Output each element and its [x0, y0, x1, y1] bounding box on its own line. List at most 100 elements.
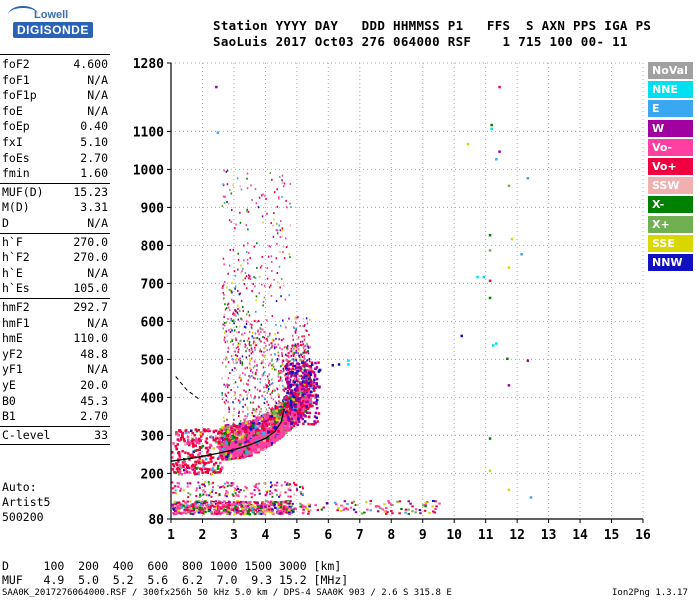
data-point [244, 326, 247, 329]
data-point [302, 317, 305, 320]
data-point [262, 443, 266, 447]
data-point [262, 420, 266, 424]
data-point [313, 389, 316, 392]
data-point [271, 430, 275, 434]
data-point [248, 330, 251, 333]
data-point [253, 442, 257, 446]
data-point [288, 380, 291, 384]
data-point [186, 442, 190, 445]
data-point [281, 354, 283, 357]
data-point [286, 369, 288, 372]
data-point [255, 503, 259, 506]
param-name: hmE [2, 331, 23, 346]
data-point [263, 354, 265, 357]
data-point [281, 181, 284, 184]
data-point [243, 418, 245, 421]
data-point [241, 361, 243, 364]
data-point [490, 127, 493, 131]
data-point [189, 441, 193, 445]
x-tick-label: 14 [572, 528, 588, 543]
data-point [194, 463, 198, 466]
data-point [266, 337, 268, 340]
data-point [289, 376, 291, 379]
data-point [225, 490, 228, 493]
data-point [407, 508, 410, 511]
data-point [272, 365, 275, 368]
data-point [234, 440, 238, 444]
data-point [254, 509, 258, 512]
data-point [182, 465, 185, 469]
data-point [276, 358, 279, 361]
data-point [309, 509, 312, 512]
data-point [232, 455, 236, 459]
data-point [207, 506, 211, 509]
data-point [244, 373, 246, 376]
data-point [226, 340, 229, 343]
data-point [295, 386, 299, 390]
data-point [234, 227, 236, 230]
data-point [300, 374, 303, 377]
data-point [264, 505, 267, 508]
y-tick-label: 1100 [133, 125, 164, 140]
data-point [271, 391, 273, 394]
data-point [257, 511, 261, 514]
data-point [281, 174, 284, 177]
data-point [214, 437, 218, 440]
data-point [237, 313, 239, 316]
data-point [270, 284, 272, 287]
data-point [273, 368, 276, 371]
data-point [231, 281, 233, 284]
data-point [222, 327, 224, 330]
data-point [289, 256, 291, 259]
data-point [244, 501, 248, 504]
data-point [279, 286, 281, 289]
data-point [404, 508, 408, 511]
data-point [221, 394, 224, 396]
data-point [176, 470, 180, 473]
param-name: foF1p [2, 88, 37, 103]
y-tick-label: 200 [141, 467, 165, 482]
data-point [239, 500, 243, 503]
data-point [236, 311, 239, 314]
data-point [225, 448, 229, 452]
data-point [188, 443, 191, 447]
data-point [273, 388, 275, 391]
data-point [207, 428, 210, 431]
data-point [249, 358, 251, 361]
x-tick-label: 10 [446, 528, 462, 543]
data-point [271, 368, 274, 370]
data-point [287, 364, 290, 367]
data-point [298, 380, 300, 383]
data-point [421, 504, 425, 507]
data-point [229, 442, 233, 446]
data-point [222, 503, 226, 506]
data-point [228, 504, 232, 507]
data-point [276, 222, 278, 225]
data-point [240, 379, 242, 382]
data-point [488, 469, 492, 473]
data-point [264, 415, 268, 419]
data-point [281, 195, 283, 198]
data-point [286, 391, 289, 395]
data-point [223, 511, 226, 514]
data-point [253, 423, 257, 427]
data-point [293, 327, 296, 330]
data-point [291, 364, 295, 368]
data-point [227, 506, 231, 509]
data-point [258, 424, 262, 428]
data-point [251, 422, 255, 426]
data-point [281, 501, 284, 504]
data-point [286, 346, 288, 349]
data-point [293, 345, 295, 347]
panel-divider [0, 298, 110, 299]
data-point [236, 361, 238, 364]
data-point [277, 331, 279, 334]
data-point [258, 513, 261, 515]
param-value: 2.70 [80, 409, 108, 424]
data-point [247, 509, 251, 512]
data-point [224, 505, 227, 508]
data-point [288, 507, 291, 510]
data-point [283, 182, 286, 185]
data-point [197, 428, 200, 432]
data-point [287, 495, 290, 498]
